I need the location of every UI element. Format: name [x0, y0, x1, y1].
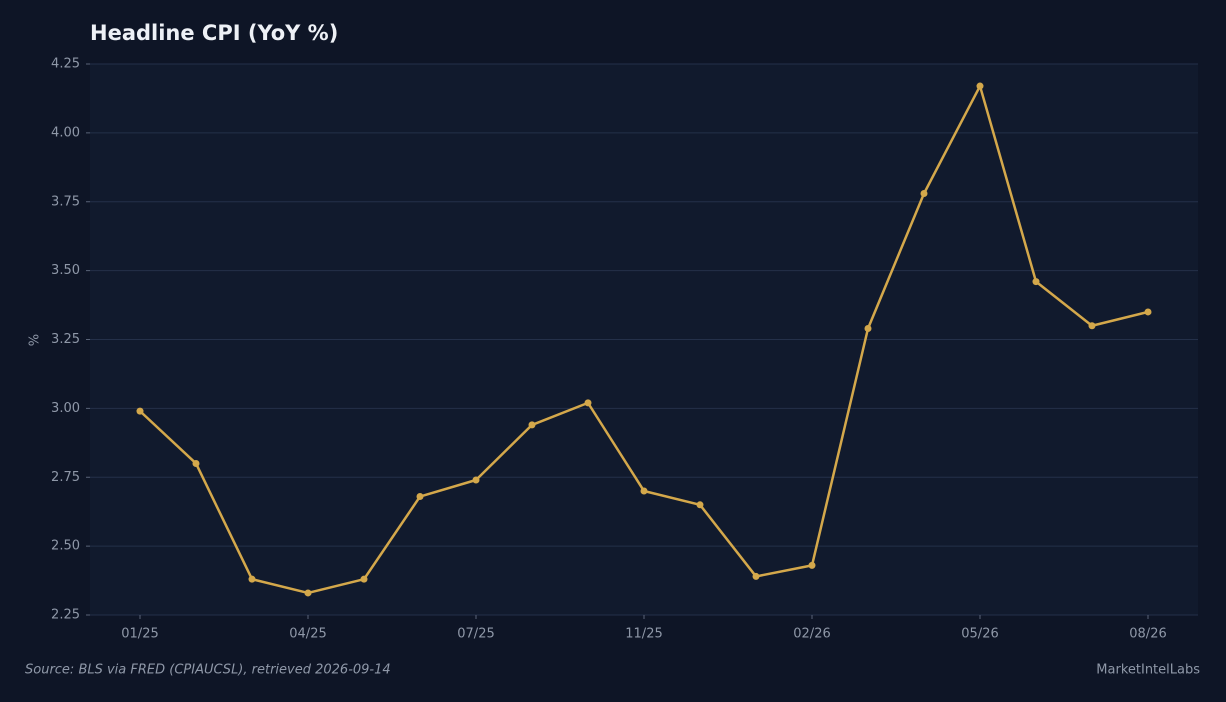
data-point: [808, 561, 816, 569]
data-point: [416, 493, 424, 501]
x-tick-label: 05/26: [961, 627, 998, 642]
y-tick-label: 4.25: [51, 57, 80, 72]
y-axis-label: %: [28, 334, 43, 346]
y-tick-label: 3.00: [51, 401, 80, 416]
y-tick-label: 2.75: [51, 470, 80, 485]
x-tick-label: 07/25: [457, 627, 494, 642]
data-point: [696, 501, 704, 509]
x-tick-label: 08/26: [1129, 627, 1166, 642]
x-tick-label: 01/25: [121, 627, 158, 642]
y-tick-label: 3.75: [51, 194, 80, 209]
data-point: [864, 324, 872, 332]
data-point: [1144, 308, 1152, 316]
x-tick-label: 04/25: [289, 627, 326, 642]
data-point: [136, 407, 144, 415]
data-point: [528, 421, 536, 429]
data-point: [360, 575, 368, 583]
y-tick-label: 2.25: [51, 608, 80, 623]
data-point: [584, 399, 592, 407]
data-point: [248, 575, 256, 583]
data-point: [640, 487, 648, 495]
data-point: [192, 459, 200, 467]
source-note: Source: BLS via FRED (CPIAUCSL), retriev…: [25, 663, 391, 678]
data-point: [472, 476, 480, 484]
y-tick-label: 3.25: [51, 332, 80, 347]
x-tick-label: 02/26: [793, 627, 830, 642]
y-tick-label: 2.50: [51, 539, 80, 554]
y-tick-label: 3.50: [51, 263, 80, 278]
data-point: [304, 589, 312, 597]
data-point: [920, 189, 928, 197]
x-tick-label: 11/25: [625, 627, 662, 642]
y-tick-label: 4.00: [51, 125, 80, 140]
credit: MarketIntelLabs: [1096, 663, 1200, 678]
data-point: [976, 82, 984, 90]
data-point: [1088, 322, 1096, 330]
data-point: [1032, 278, 1040, 286]
data-point: [752, 572, 760, 580]
chart-title: Headline CPI (YoY %): [90, 21, 338, 45]
